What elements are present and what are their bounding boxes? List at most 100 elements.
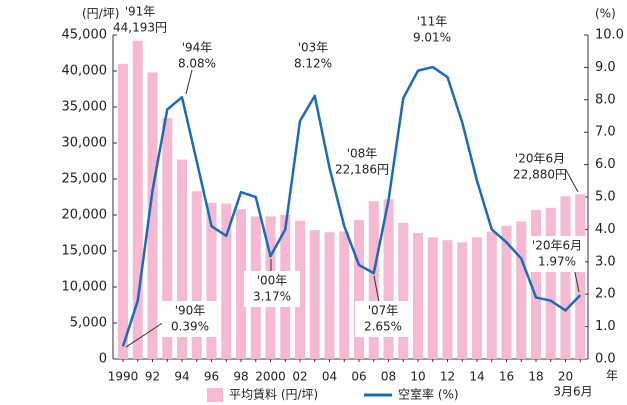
bar — [398, 222, 409, 359]
x-tick-label: 12 — [440, 370, 455, 384]
x-tick-label: 04 — [322, 370, 337, 384]
line — [121, 65, 582, 347]
x-tick-label: 94 — [174, 370, 189, 384]
x-sublabel: 3月6月 — [553, 385, 592, 399]
y2-tick-label: 3.0 — [595, 254, 616, 269]
y2-tick-label: 7.0 — [595, 125, 616, 140]
value-label: 1.97% — [538, 255, 576, 269]
y2-tick-label: 1.0 — [595, 319, 616, 334]
value-label: 2.65% — [364, 320, 402, 334]
value-label: 8.12% — [294, 57, 332, 71]
value-label: 22,880円 — [513, 168, 567, 182]
x-tick-label: 96 — [204, 370, 219, 384]
value-label: 44,193円 — [113, 21, 167, 35]
bar — [206, 202, 217, 359]
bar — [427, 237, 438, 359]
bar — [383, 199, 394, 359]
x-tick-label: 98 — [233, 370, 248, 384]
bar — [442, 240, 453, 359]
y2-tick-label: 0.0 — [595, 352, 616, 367]
bar — [516, 221, 527, 359]
point-label: '07年 — [368, 304, 399, 318]
point-label: '20年6月 — [532, 239, 582, 253]
y-tick-label: 15,000 — [62, 244, 108, 259]
y2-unit: (%) — [595, 7, 616, 21]
y2-tick-label: 6.0 — [595, 157, 616, 172]
y2-tick-label: 4.0 — [595, 222, 616, 237]
x-tick-label: 1990 — [108, 370, 139, 384]
y2-tick-label: 10.0 — [595, 28, 624, 43]
y-tick-label: 30,000 — [62, 136, 108, 151]
bar — [324, 232, 335, 359]
bar — [560, 196, 571, 359]
bar — [457, 242, 468, 359]
leader-line — [565, 169, 579, 193]
value-label: 3.17% — [253, 290, 291, 304]
y-tick-label: 45,000 — [62, 28, 108, 43]
label-box — [529, 236, 585, 272]
bar — [575, 194, 586, 359]
point-label: '91年 — [125, 5, 156, 19]
bar — [413, 233, 423, 359]
bar — [545, 207, 556, 359]
y-tick-label: 40,000 — [62, 64, 108, 79]
bar — [162, 117, 173, 359]
bar — [354, 220, 364, 359]
bar — [132, 40, 143, 360]
x-tick-label: 18 — [528, 370, 543, 384]
bar — [147, 72, 158, 359]
bar — [191, 191, 202, 359]
x-tick-label: 20 — [558, 370, 573, 384]
label-box — [355, 301, 411, 337]
x-tick-label: 92 — [145, 370, 160, 384]
x-unit: 年 — [606, 369, 618, 383]
legend-swatch — [207, 388, 223, 402]
value-label: 9.01% — [413, 31, 451, 45]
value-label: 0.39% — [171, 320, 209, 334]
y-unit: (円/坪) — [82, 7, 119, 21]
point-label: '90年 — [175, 304, 206, 318]
bar — [309, 230, 320, 359]
point-label: '20年6月 — [515, 152, 565, 166]
legend-label: 空室率 (%) — [398, 387, 459, 402]
leader-line — [125, 319, 168, 348]
bar — [486, 231, 497, 359]
x-tick-label: 14 — [469, 370, 484, 384]
point-label: '00年 — [257, 274, 288, 288]
leader-line — [185, 69, 193, 95]
bar — [339, 231, 350, 359]
label-box — [244, 271, 300, 307]
legend-label: 平均賃料 (円/坪) — [229, 387, 318, 402]
point-label: '03年 — [298, 41, 329, 55]
x-tick-label: 2000 — [255, 370, 286, 384]
bar — [118, 63, 128, 360]
bar — [221, 203, 232, 359]
bar — [177, 159, 187, 359]
y-tick-label: 5,000 — [70, 316, 107, 331]
y-tick-label: 25,000 — [62, 172, 108, 187]
bar — [531, 209, 541, 359]
x-tick-label: 10 — [410, 370, 425, 384]
point-label: '94年 — [182, 41, 213, 55]
y-tick-label: 20,000 — [62, 208, 108, 223]
y2-tick-label: 2.0 — [595, 287, 616, 302]
x-tick-label: 08 — [381, 370, 396, 384]
point-label: '11年 — [417, 15, 448, 29]
y2-tick-label: 5.0 — [595, 190, 616, 205]
x-tick-label: 06 — [351, 370, 366, 384]
x-tick-label: 02 — [292, 370, 307, 384]
bar — [501, 225, 512, 359]
y-tick-label: 10,000 — [62, 280, 108, 295]
point-label: '08年 — [347, 147, 378, 161]
bar — [472, 237, 482, 359]
y-tick-label: 35,000 — [62, 100, 108, 115]
label-box — [162, 301, 218, 337]
y2-tick-label: 8.0 — [595, 92, 616, 107]
bar — [368, 201, 379, 359]
x-tick-label: 16 — [499, 370, 514, 384]
value-label: 22,186円 — [335, 163, 389, 177]
value-label: 8.08% — [178, 57, 216, 71]
y-tick-label: 0 — [99, 352, 107, 367]
leader-line — [373, 275, 380, 303]
